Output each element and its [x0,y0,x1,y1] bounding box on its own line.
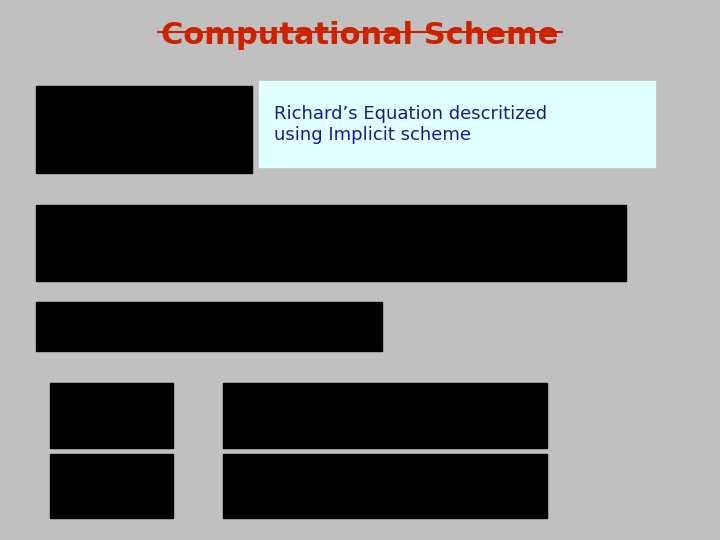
Bar [36,205,626,281]
Bar [36,86,252,173]
Text: Richard’s Equation descritized
using Implicit scheme: Richard’s Equation descritized using Imp… [274,105,546,144]
Text: Computational Scheme: Computational Scheme [161,21,559,50]
Bar [259,81,655,167]
Bar [50,383,173,448]
Bar [36,302,382,351]
Bar [223,454,547,518]
Bar [223,383,547,448]
Bar [50,454,173,518]
